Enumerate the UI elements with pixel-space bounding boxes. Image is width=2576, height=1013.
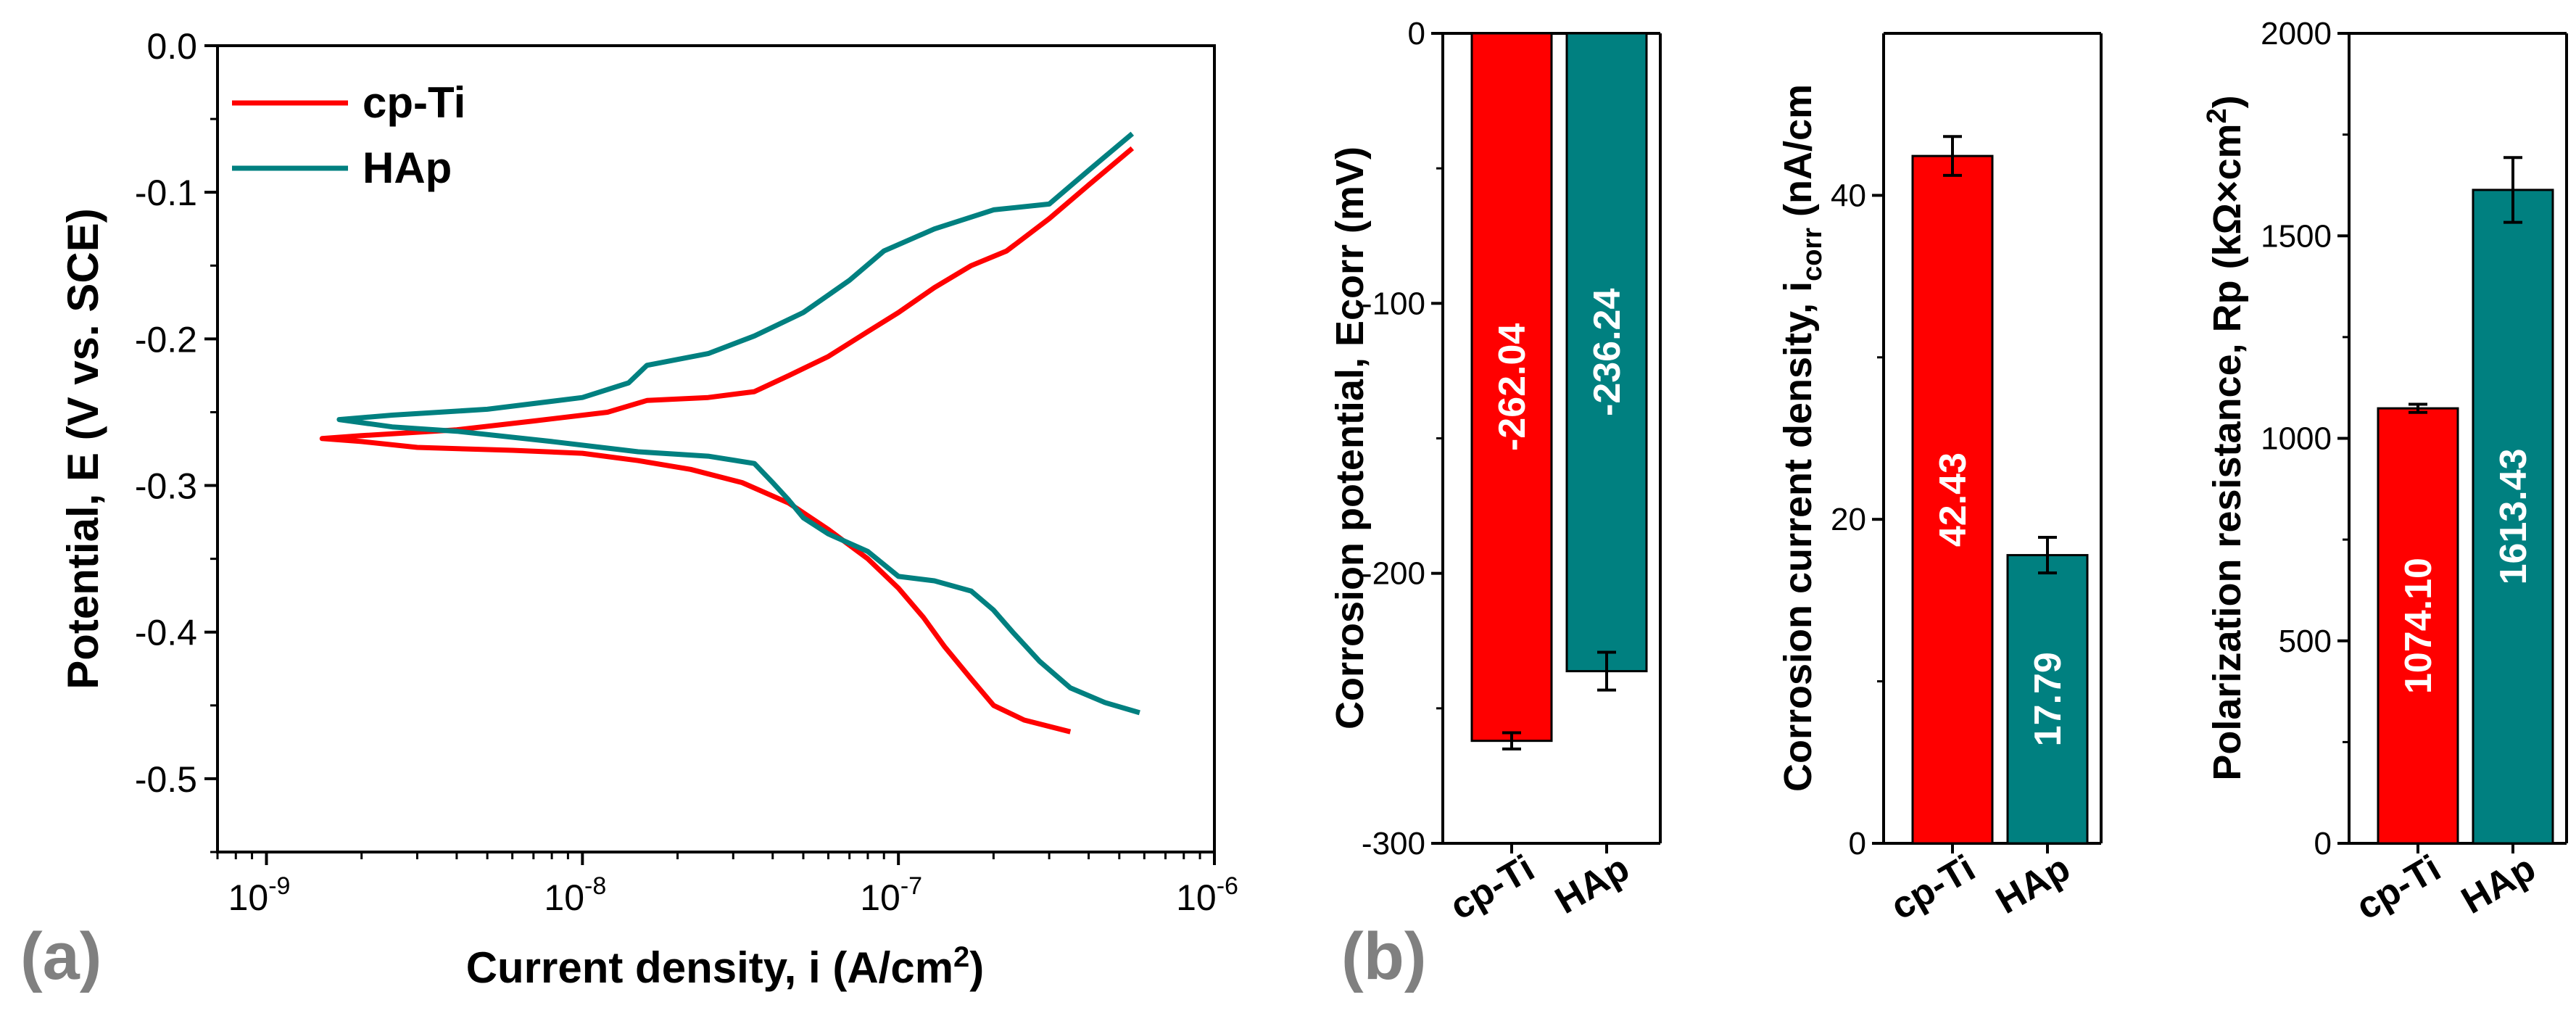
bar-layer: -262.04 -236.24 — [1470, 32, 1648, 751]
rp-chart: 1074.10 1613.43 0 500 1000 1500 2000 cp-Ti HAp… — [2202, 16, 2568, 928]
bar-cp-ti — [1470, 32, 1553, 743]
y-tick-label: -300 — [1362, 826, 1425, 861]
y-tick-label: 0 — [1849, 826, 1866, 861]
x-tick-base: 10 — [228, 877, 269, 918]
bar-value-label: 17.79 — [2027, 652, 2069, 746]
bar-value-label: 1613.43 — [2493, 448, 2535, 584]
y-axis-label: Polarization resistance, Rp (kΩ×cm2) — [2202, 95, 2249, 780]
category-label: cp-Ti — [1884, 847, 1982, 928]
y-axis-label: Potential, E (V vs. SCE) — [59, 208, 107, 690]
series-line-cp-ti — [319, 146, 1135, 735]
y-axis-label: Corrosion current density, icorr (nA/cm — [1776, 84, 1828, 792]
series-line-hap — [336, 131, 1140, 716]
y-tick-label: -0.4 — [135, 613, 197, 653]
x-axis-ticks: cp-Ti HAp — [1443, 843, 1636, 928]
ecorr-chart: -262.04 -236.24 0 -100 -200 -300 cp-Ti HAp Co… — [1328, 16, 1662, 993]
x-tick-label: 10-6 — [1176, 872, 1238, 918]
y-tick-label: 1500 — [2261, 218, 2332, 254]
x-tick-label: 10-8 — [544, 872, 606, 918]
y-tick-label: -0.3 — [135, 466, 197, 507]
icorr-chart: 42.43 17.79 0 20 40 cp-Ti HAp Corrosion curr… — [1776, 32, 2103, 928]
y-tick-label: -200 — [1362, 556, 1425, 592]
y-tick-label: 2000 — [2261, 16, 2332, 51]
series-layer — [319, 131, 1140, 735]
category-label: HAp — [2454, 847, 2543, 922]
polarization-chart: 10-9 10-8 10-7 10-6 0.0-0.1-0.2-0.3-0.4-0.5… — [20, 26, 1238, 993]
plot-frame — [216, 44, 1216, 853]
y-tick-label: -0.2 — [135, 319, 197, 360]
category-label: cp-Ti — [1443, 847, 1541, 928]
x-tick-label: 10-7 — [860, 872, 922, 918]
bar-value-label: 1074.10 — [2398, 558, 2440, 694]
y-axis-ticks: 0 500 1000 1500 2000 — [2261, 16, 2349, 861]
legend-label-hap: HAp — [363, 144, 452, 192]
y-axis-ticks: 0 20 40 — [1831, 178, 1884, 861]
bar-hap — [2472, 189, 2554, 845]
y-tick-label: -0.1 — [135, 173, 197, 213]
y-tick-label: -100 — [1362, 286, 1425, 321]
x-tick-base: 10 — [1176, 877, 1217, 918]
y-tick-label: 0.0 — [146, 26, 197, 67]
bar-layer: 42.43 17.79 — [1911, 135, 2089, 845]
y-tick-label: -0.5 — [135, 759, 197, 800]
y-tick-label: 0 — [2314, 826, 2332, 861]
x-tick-exponent: -9 — [268, 872, 290, 900]
y-tick-label: 40 — [1831, 178, 1866, 213]
y-axis-ticks: 0.0 -0.1 -0.2 -0.3 -0.4 -0.5 — [135, 26, 218, 853]
y-axis-ticks: 0 -100 -200 -300 — [1362, 16, 1443, 861]
y-tick-label: 1000 — [2261, 421, 2332, 457]
x-axis-ticks: cp-Ti HAp — [1884, 843, 2077, 928]
category-label: HAp — [1548, 847, 1636, 922]
x-tick-base: 10 — [860, 877, 900, 918]
legend: cp-Ti HAp — [232, 78, 465, 192]
bar-layer: 1074.10 1613.43 — [2377, 156, 2554, 845]
panel-label-b: (b) — [1341, 919, 1426, 993]
x-axis-label: Current density, i (A/cm2) — [466, 941, 985, 992]
bar-cp-ti — [1911, 154, 1994, 845]
bar-hap — [1565, 32, 1648, 673]
x-tick-label: 10-9 — [228, 872, 291, 918]
x-axis-ticks: cp-Ti HAp — [2349, 843, 2543, 928]
panel-label-a: (a) — [20, 919, 102, 993]
bar-value-label: -236.24 — [1586, 289, 1628, 416]
bar-hap — [2006, 554, 2089, 845]
x-tick-exponent: -6 — [1217, 872, 1238, 900]
x-axis-ticks: 10-9 10-8 10-7 10-6 — [216, 852, 1238, 918]
x-tick-exponent: -8 — [584, 872, 606, 900]
category-label: HAp — [1989, 847, 2077, 922]
y-tick-label: 500 — [2279, 624, 2332, 659]
legend-label-cp-ti: cp-Ti — [363, 78, 465, 127]
x-tick-base: 10 — [544, 877, 584, 918]
bar-value-label: 42.43 — [1932, 452, 1974, 547]
y-tick-label: 20 — [1831, 502, 1866, 537]
x-tick-exponent: -7 — [900, 872, 922, 900]
y-tick-label: 0 — [1408, 16, 1425, 51]
y-axis-label: Corrosion potential, Ecorr (mV) — [1328, 146, 1372, 729]
bar-value-label: -262.04 — [1491, 323, 1533, 451]
category-label: cp-Ti — [2349, 847, 2448, 928]
